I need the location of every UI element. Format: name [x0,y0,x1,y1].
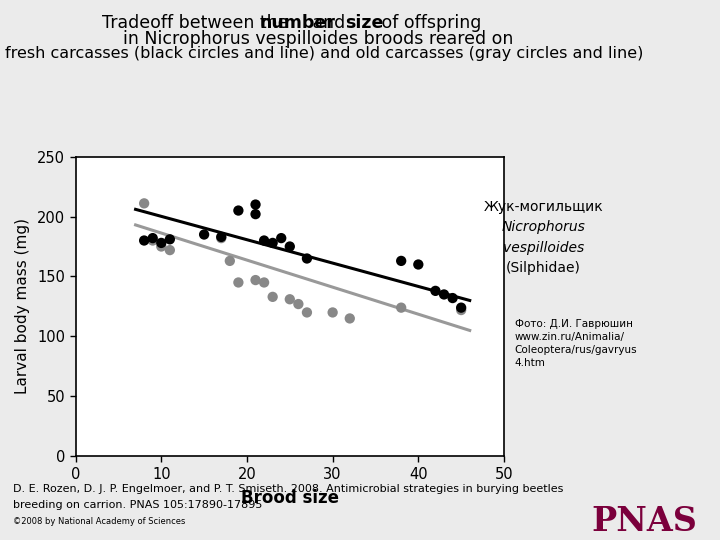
Point [284,242,295,251]
Point [156,239,167,247]
Point [250,276,261,285]
Point [258,236,270,245]
Text: PNAS: PNAS [591,505,698,538]
Text: Nicrophorus: Nicrophorus [502,220,585,234]
Point [164,235,176,244]
Point [301,308,312,317]
Text: breeding on carrion. PNAS 105:17890-17895: breeding on carrion. PNAS 105:17890-1789… [13,500,262,510]
Text: fresh carcasses (black circles and line) and old carcasses (gray circles and lin: fresh carcasses (black circles and line)… [5,46,644,61]
Point [164,246,176,254]
Text: Фото: Д.И. Гаврюшин
www.zin.ru/Animalia/
Coleoptera/rus/gavryus
4.htm: Фото: Д.И. Гаврюшин www.zin.ru/Animalia/… [515,319,637,368]
Point [455,303,467,312]
Point [267,239,279,247]
Text: Tradeoff between the: Tradeoff between the [102,14,294,31]
Point [447,294,459,302]
Text: in Nicrophorus vespilloides broods reared on: in Nicrophorus vespilloides broods reare… [123,30,513,48]
Point [147,234,158,242]
Text: size: size [345,14,383,31]
Point [250,200,261,209]
Point [258,278,270,287]
Point [267,293,279,301]
Point [138,236,150,245]
Point [455,306,467,314]
Point [250,210,261,219]
Point [327,308,338,317]
Point [438,290,450,299]
Point [215,233,227,241]
Point [233,278,244,287]
Point [156,242,167,251]
Text: of offspring: of offspring [376,14,482,31]
Point [430,287,441,295]
Point [276,234,287,242]
Point [224,256,235,265]
X-axis label: Brood size: Brood size [240,489,339,507]
Text: and: and [307,14,351,31]
Point [413,260,424,269]
Point [344,314,356,323]
Point [233,206,244,215]
Point [292,300,304,308]
Point [147,236,158,245]
Text: Жук-могильщик: Жук-могильщик [484,200,603,214]
Text: number: number [260,14,336,31]
Point [284,295,295,303]
Point [198,230,210,239]
Text: D. E. Rozen, D. J. P. Engelmoer, and P. T. Smiseth. 2008. Antimicrobial strategi: D. E. Rozen, D. J. P. Engelmoer, and P. … [13,484,563,495]
Text: vespilloides: vespilloides [503,241,584,255]
Point [395,256,407,265]
Point [395,303,407,312]
Point [138,199,150,208]
Y-axis label: Larval body mass (mg): Larval body mass (mg) [15,219,30,394]
Text: ©2008 by National Academy of Sciences: ©2008 by National Academy of Sciences [13,517,185,526]
Point [301,254,312,263]
Text: (Silphidae): (Silphidae) [506,261,581,275]
Point [215,234,227,242]
